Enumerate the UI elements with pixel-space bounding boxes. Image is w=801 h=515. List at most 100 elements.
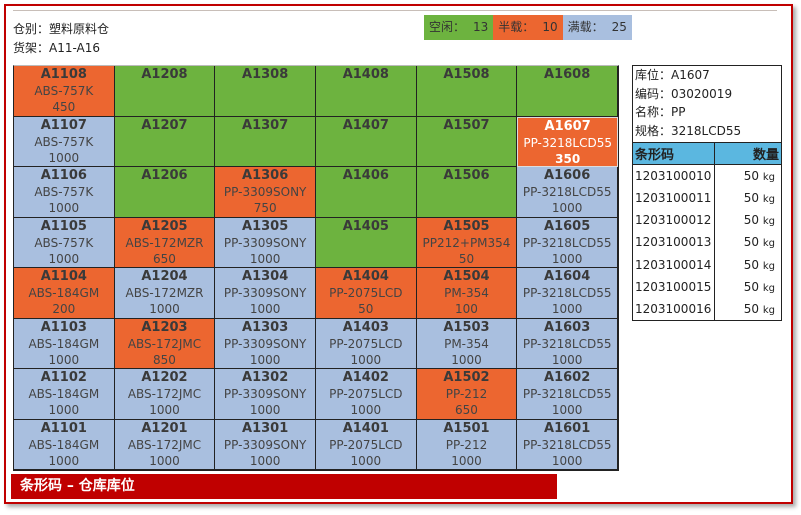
shelf-cell-A1206[interactable]: A1206 — [114, 167, 216, 218]
cell-quantity: 1000 — [149, 302, 180, 316]
shelf-cell-A1406[interactable]: A1406 — [315, 167, 417, 218]
cell-quantity: 1000 — [48, 453, 80, 468]
shelf-cell-A1106[interactable]: A1106 ABS-757K 1000 — [14, 167, 115, 218]
cell-location-id: A1501 — [443, 420, 490, 436]
shelf-cell-A1103[interactable]: A1103 ABS-184GM 1000 — [14, 318, 115, 369]
cell-quantity: 1000 — [350, 352, 382, 367]
qty-number: 50 — [743, 235, 760, 250]
shelf-cell-A1501[interactable]: A1501 PP-212 1000 — [416, 419, 518, 470]
qty-value: 50 kg — [714, 231, 781, 253]
shelf-grid: A1108 ABS-757K 450 A1208 A1308 A1408 A1508 A160… — [13, 65, 619, 471]
shelf-cell-A1606[interactable]: A1606 PP-3218LCD55 1000 — [517, 167, 618, 218]
cell-location-id: A1205 — [141, 218, 188, 234]
cell-location-id: A1607 — [544, 118, 591, 134]
qty-unit: kg — [762, 171, 775, 183]
cell-quantity: 1000 — [48, 150, 80, 165]
cell-quantity: 200 — [52, 302, 76, 316]
shelf-cell-A1301[interactable]: A1301 PP-3309SONY 1000 — [215, 419, 316, 470]
cell-location-id: A1107 — [40, 117, 87, 133]
shelf-cell-A1201[interactable]: A1201 ABS-172JMC 1000 — [114, 419, 216, 470]
shelf-cell-A1502[interactable]: A1502 PP-212 650 — [416, 369, 518, 420]
shelf-cell-A1202[interactable]: A1202 ABS-172JMC 1000 — [114, 369, 216, 420]
legend-idle-label: 空闲： — [429, 20, 466, 34]
cell-product: PP-3309SONY — [223, 286, 307, 300]
cell-location-id: A1408 — [342, 67, 389, 82]
shelf-cell-A1108[interactable]: A1108 ABS-757K 450 — [14, 66, 115, 117]
shelf-cell-A1104[interactable]: A1104 ABS-184GM 200 — [14, 268, 115, 319]
detail-location: 库位：A1607 — [635, 68, 710, 82]
shelf-cell-A1507[interactable]: A1507 — [416, 116, 518, 167]
shelf-cell-A1605[interactable]: A1605 PP-3218LCD55 1000 — [517, 217, 618, 268]
shelf-cell-A1601[interactable]: A1601 PP-3218LCD55 1000 — [517, 419, 618, 470]
shelf-cell-A1508[interactable]: A1508 — [416, 66, 518, 117]
shelf-cell-A1305[interactable]: A1305 PP-3309SONY 1000 — [215, 217, 316, 268]
shelf-cell-A1302[interactable]: A1302 PP-3309SONY 1000 — [215, 369, 316, 420]
cell-location-id: A1304 — [242, 269, 289, 284]
cell-quantity: 1000 — [249, 302, 281, 316]
cell-product: PP-3309SONY — [223, 387, 307, 401]
cell-location-id: A1105 — [40, 218, 87, 234]
shelf-cell-A1205[interactable]: A1205 ABS-172MZR 650 — [114, 217, 216, 268]
qty-number: 50 — [743, 279, 760, 294]
cell-location-id: A1102 — [40, 370, 87, 385]
barcode-value: 1203100010 — [633, 164, 715, 187]
shelf-cell-A1401[interactable]: A1401 PP-2075LCD 1000 — [315, 419, 417, 470]
shelf-cell-A1404[interactable]: A1404 PP-2075LCD 50 — [315, 268, 417, 319]
cell-product: PP-3218LCD55 — [522, 235, 612, 250]
shelf-cell-A1408[interactable]: A1408 — [315, 66, 417, 117]
cell-quantity: 100 — [455, 302, 478, 316]
shelf-cell-A1207[interactable]: A1207 — [114, 116, 216, 167]
cell-product: ABS-172JMC — [127, 336, 202, 351]
shelf-cell-A1407[interactable]: A1407 — [315, 116, 417, 167]
shelf-cell-A1204[interactable]: A1204 ABS-172MZR 1000 — [114, 268, 216, 319]
shelf-cell-A1506[interactable]: A1506 — [416, 167, 518, 218]
shelf-cell-A1306[interactable]: A1306 PP-3309SONY 750 — [215, 167, 316, 218]
barcode-row[interactable]: 1203100016 50 kg — [633, 298, 781, 321]
barcode-row[interactable]: 1203100012 50 kg — [633, 208, 781, 232]
cell-location-id: A1303 — [242, 319, 289, 335]
shelf-cell-A1603[interactable]: A1603 PP-3218LCD55 1000 — [517, 318, 618, 369]
shelf-cell-A1102[interactable]: A1102 ABS-184GM 1000 — [14, 369, 115, 420]
cell-product: ABS-757K — [34, 134, 94, 149]
shelf-cell-A1608[interactable]: A1608 — [517, 66, 618, 117]
cell-quantity: 650 — [455, 403, 478, 417]
col-qty-header: 数量 — [714, 141, 781, 165]
shelf-cell-A1604[interactable]: A1604 PP-3218LCD55 1000 — [517, 268, 618, 319]
cell-location-id: A1403 — [342, 319, 389, 335]
shelf-cell-A1402[interactable]: A1402 PP-2075LCD 1000 — [315, 369, 417, 420]
divider — [13, 10, 777, 11]
cell-location-id: A1605 — [544, 218, 591, 234]
col-barcode-header: 条形码 — [633, 141, 715, 165]
shelf-cell-A1304[interactable]: A1304 PP-3309SONY 1000 — [215, 268, 316, 319]
shelf-cell-A1303[interactable]: A1303 PP-3309SONY 1000 — [215, 318, 316, 369]
shelf-cell-A1405[interactable]: A1405 — [315, 217, 417, 268]
shelf-cell-A1107[interactable]: A1107 ABS-757K 1000 — [14, 116, 115, 167]
shelf-cell-A1602[interactable]: A1602 PP-3218LCD55 1000 — [517, 369, 618, 420]
shelf-cell-A1503[interactable]: A1503 PM-354 1000 — [416, 318, 518, 369]
shelf-cell-A1105[interactable]: A1105 ABS-757K 1000 — [14, 217, 115, 268]
cell-location-id: A1208 — [141, 67, 188, 82]
cell-product: PP212+PM354 — [422, 235, 511, 250]
cell-location-id: A1506 — [443, 168, 490, 183]
detail-name: 名称：PP — [635, 105, 686, 120]
qty-unit: kg — [762, 282, 775, 294]
shelf-cell-A1607[interactable]: A1607 PP-3218LCD55 350 — [517, 116, 618, 167]
shelf-cell-A1505[interactable]: A1505 PP212+PM354 50 — [416, 217, 518, 268]
cell-product: PM-354 — [444, 286, 489, 300]
barcode-row[interactable]: 1203100015 50 kg — [633, 275, 781, 299]
shelf-cell-A1203[interactable]: A1203 ABS-172JMC 850 — [114, 318, 216, 369]
legend-full: 满载： 25 — [562, 15, 632, 40]
qty-value: 50 kg — [714, 187, 781, 209]
shelf-label: 货架：A11-A16 — [13, 41, 101, 55]
barcode-row[interactable]: 1203100013 50 kg — [633, 231, 781, 254]
shelf-cell-A1307[interactable]: A1307 — [215, 116, 316, 167]
shelf-cell-A1308[interactable]: A1308 — [215, 66, 316, 117]
shelf-cell-A1208[interactable]: A1208 — [114, 66, 216, 117]
cell-quantity: 1000 — [48, 403, 80, 417]
shelf-cell-A1504[interactable]: A1504 PM-354 100 — [416, 268, 518, 319]
shelf-cell-A1403[interactable]: A1403 PP-2075LCD 1000 — [315, 318, 417, 369]
shelf-cell-A1101[interactable]: A1101 ABS-184GM 1000 — [14, 419, 115, 470]
barcode-row[interactable]: 1203100014 50 kg — [633, 253, 781, 276]
barcode-row[interactable]: 1203100010 50 kg — [633, 164, 781, 187]
barcode-row[interactable]: 1203100011 50 kg — [633, 186, 781, 209]
